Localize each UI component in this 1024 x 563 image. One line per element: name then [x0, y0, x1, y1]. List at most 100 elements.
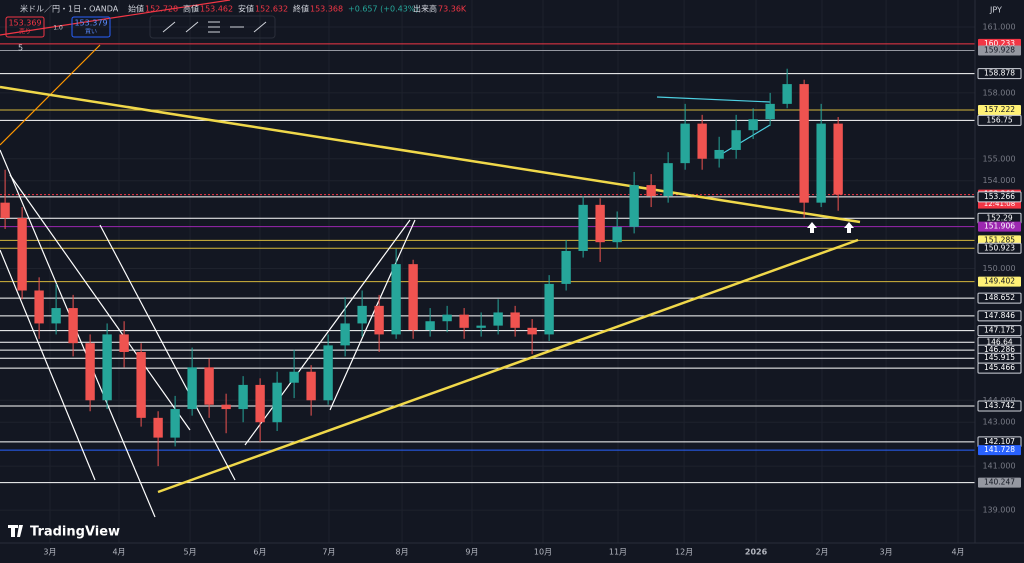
buy-button[interactable]	[71, 16, 111, 38]
y-tick-label: 141.000	[982, 462, 1015, 471]
level-label-box	[978, 45, 1021, 56]
candle-body	[459, 314, 469, 328]
candle-body	[272, 382, 282, 423]
candle-body	[833, 123, 843, 195]
y-tick-label: 143.000	[982, 418, 1015, 427]
candle-body	[510, 312, 520, 328]
candle-body	[782, 84, 792, 104]
level-label-box	[977, 310, 1022, 322]
candle-body	[391, 264, 401, 335]
volume-value: 73.36K	[438, 5, 467, 14]
change: +0.657 (+0.43%)	[348, 5, 419, 14]
candle-body	[187, 367, 197, 410]
drawing-tools[interactable]	[149, 15, 276, 39]
candle-body	[408, 264, 418, 331]
candle-body	[816, 123, 826, 203]
axes: 161.000 158.000 155.000 154.000 150.000 144.0…	[43, 23, 1022, 557]
candle-body	[153, 417, 163, 438]
sell-label: 売り	[19, 28, 31, 36]
level-label-box	[977, 114, 1022, 126]
levels	[0, 43, 975, 484]
level-label: 145.915	[984, 353, 1015, 362]
y-tick-label: 155.000	[982, 154, 1015, 163]
level-label-box	[977, 242, 1022, 254]
level-label: 152.29	[986, 213, 1012, 222]
level-label: 151.906	[984, 222, 1015, 231]
level-label-box	[977, 325, 1022, 337]
candle-body	[765, 103, 775, 120]
level-label: 160.233	[984, 39, 1015, 48]
candle-body	[204, 367, 214, 405]
candle-body	[85, 343, 95, 401]
candle-body	[255, 384, 265, 423]
candle-body	[289, 371, 299, 383]
y-tick-label: 154.000	[982, 176, 1015, 185]
level-label-box	[977, 292, 1022, 304]
candle-body	[612, 226, 622, 243]
candle-body	[34, 290, 44, 324]
ohlc-value: 153.462	[200, 5, 233, 14]
countdown-box	[978, 199, 1021, 209]
chart-title: 米ドル／円・1日・OANDA	[20, 4, 119, 14]
x-tick-label: 3月	[880, 548, 893, 557]
level-label: 146.64	[986, 337, 1012, 346]
x-tick-label: 6月	[253, 548, 266, 557]
level-label: 146.286	[984, 345, 1015, 354]
x-tick-label: 2月	[815, 548, 828, 557]
x-tick-label: 12月	[675, 548, 693, 557]
ohlc-label: 高値	[183, 4, 199, 14]
candle-body	[663, 163, 673, 197]
candle-body	[170, 409, 180, 438]
y-tick-label: 158.000	[982, 88, 1015, 97]
level-label: 145.466	[984, 363, 1015, 372]
x-tick-label: 10月	[534, 548, 552, 557]
candle-body	[68, 308, 78, 344]
candle-body	[238, 384, 248, 410]
x-tick-label: 2026	[745, 548, 768, 557]
spread: 1.0	[53, 25, 63, 32]
candle-body	[476, 325, 486, 328]
candle-body	[680, 123, 690, 164]
y-tick-label: 150.000	[982, 264, 1015, 273]
buy-label: 買い	[85, 29, 97, 36]
ohlc-value: 153.368	[310, 5, 343, 14]
candles	[0, 68, 843, 467]
brand: TradingView	[30, 525, 120, 540]
ohlc-header: 始値 152.728 高値 153.462 安値 152.632 終値 153.368 +0.6…	[128, 4, 467, 14]
level-label-box	[978, 445, 1021, 456]
countdown: 12:41:08	[984, 200, 1015, 208]
x-tick-label: 11月	[609, 548, 627, 557]
candle-body	[306, 371, 316, 401]
level-label-box	[978, 104, 1021, 115]
level-label: 158.878	[984, 69, 1015, 78]
level-label: 159.928	[984, 46, 1015, 55]
candle-body	[544, 283, 554, 335]
candle-body	[17, 218, 27, 291]
level-label-box	[977, 68, 1022, 80]
ohlc-value: 152.728	[145, 5, 178, 14]
candle-body	[425, 321, 435, 331]
ohlc-value: 152.632	[255, 5, 288, 14]
candle-body	[646, 185, 656, 197]
y-tick-label: 161.000	[982, 23, 1015, 32]
x-tick-label: 4月	[951, 548, 964, 557]
x-tick-label: 3月	[43, 548, 56, 557]
level-label-box	[977, 191, 1022, 203]
candle-body	[357, 305, 367, 324]
sell-price: 153.369	[8, 19, 41, 28]
candle-body	[714, 149, 724, 159]
candle-body	[731, 130, 741, 150]
indicator: 5	[18, 44, 23, 53]
candle-body	[561, 250, 571, 284]
candle-body	[119, 334, 129, 352]
candle-body	[748, 119, 758, 131]
candle-body	[697, 123, 707, 159]
y-tick-label: 144.000	[982, 396, 1015, 405]
level-label: 147.175	[984, 326, 1015, 335]
candle-body	[493, 312, 503, 326]
sell-button[interactable]	[5, 16, 45, 38]
x-tick-label: 9月	[465, 548, 478, 557]
level-label: 148.652	[984, 293, 1015, 302]
level-label-box	[978, 276, 1021, 287]
